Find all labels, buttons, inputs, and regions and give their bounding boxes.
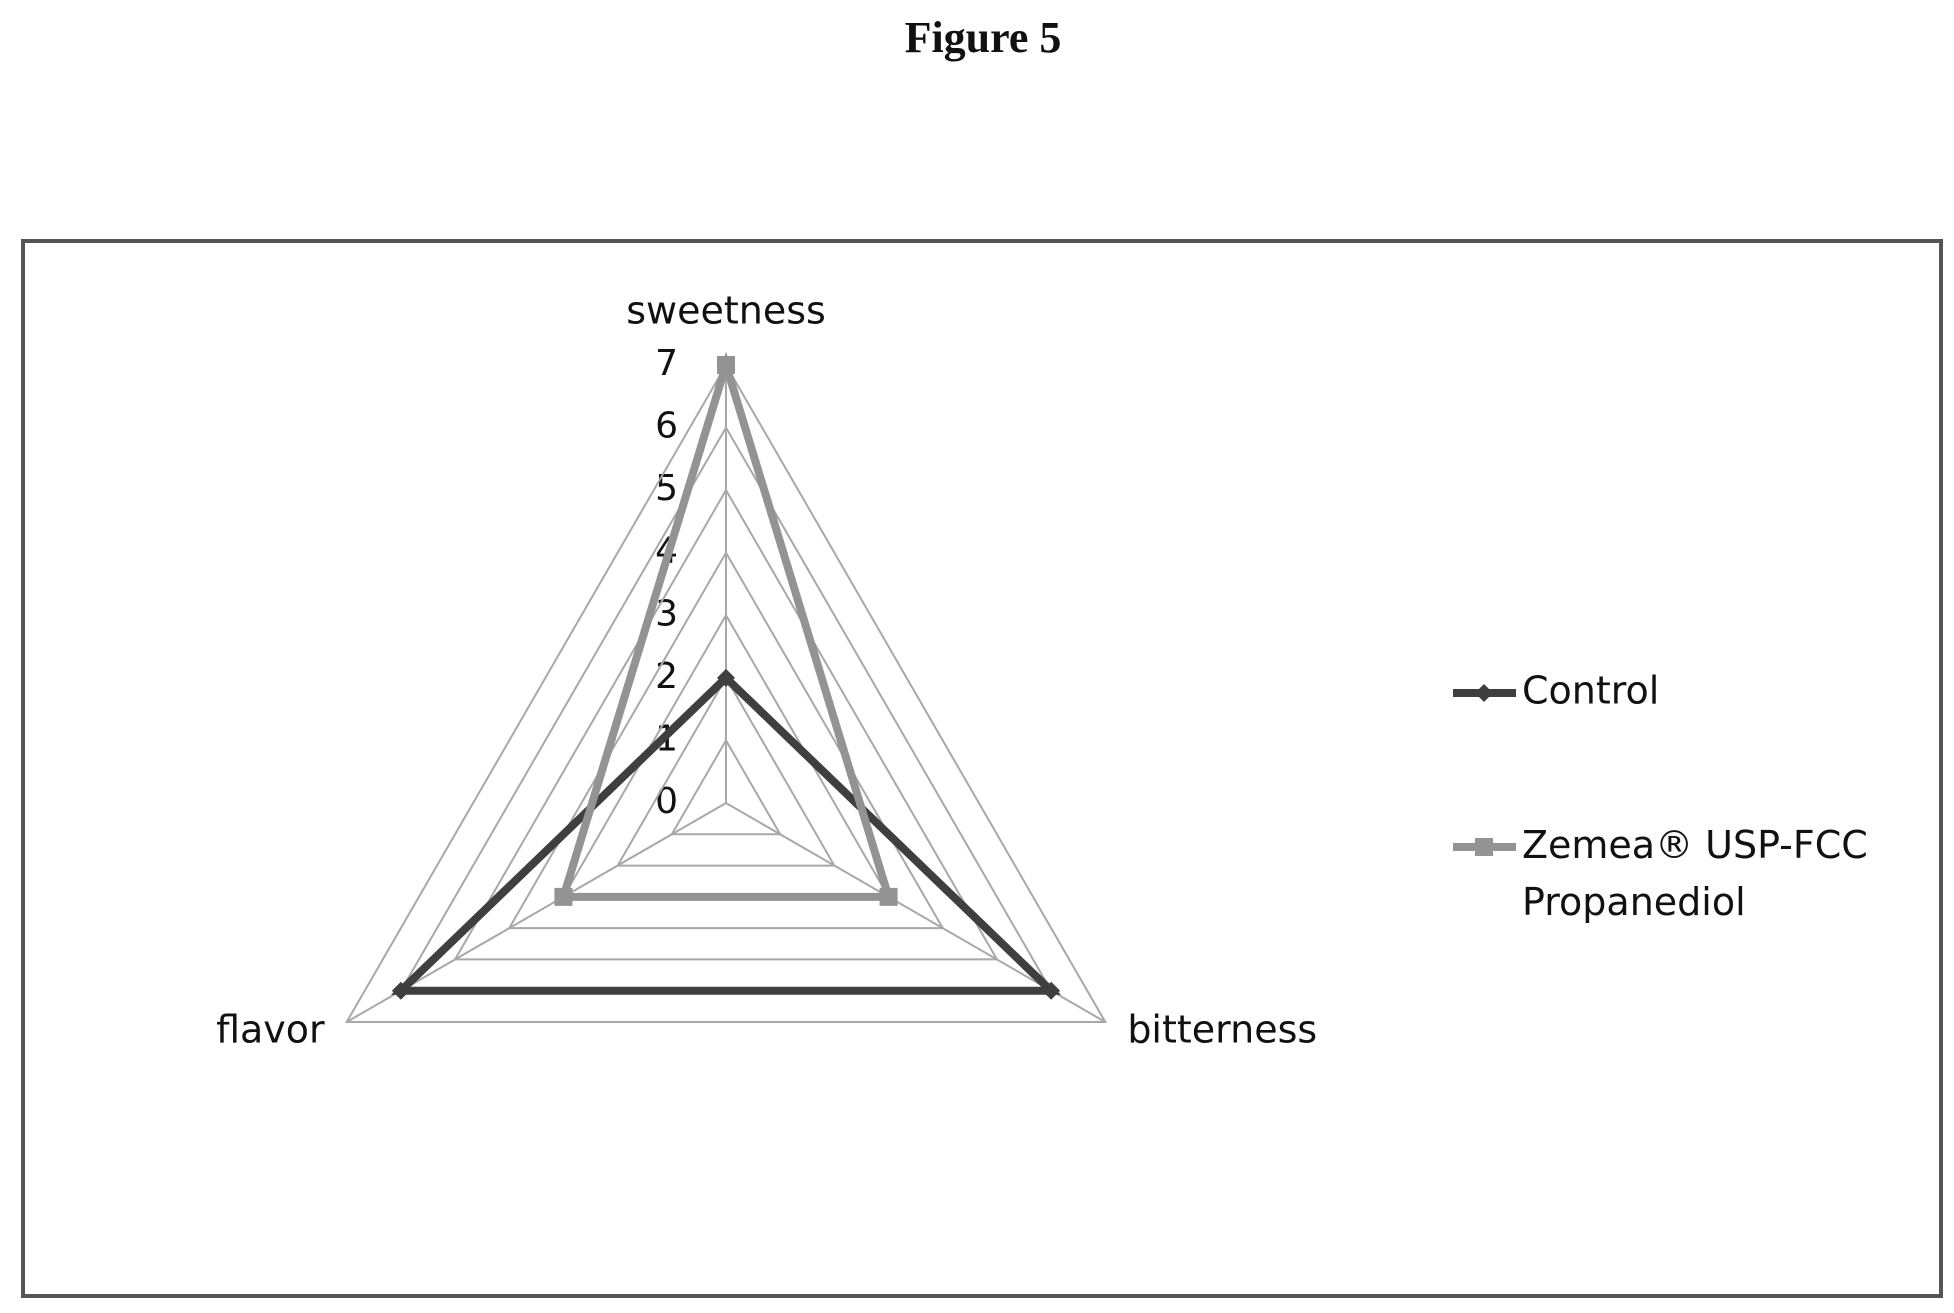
- figure: Figure 5 01234567sweetnessbitternessflav…: [0, 0, 1954, 1313]
- legend-marker: [1475, 838, 1493, 856]
- r-tick-label: 3: [655, 593, 678, 634]
- axis-label: flavor: [216, 1008, 325, 1052]
- r-tick-label: 5: [655, 468, 678, 509]
- r-tick-label: 6: [655, 406, 678, 447]
- figure-title: Figure 5: [905, 13, 1062, 62]
- chart-frame: [23, 241, 1941, 1296]
- r-tick-label: 2: [655, 656, 678, 697]
- marker: [880, 888, 898, 906]
- legend-label: Control: [1522, 669, 1659, 713]
- axis-label: bitterness: [1127, 1008, 1317, 1052]
- r-tick-label: 7: [655, 343, 678, 384]
- r-tick-label: 0: [655, 781, 678, 822]
- page: Figure 5 01234567sweetnessbitternessflav…: [0, 0, 1954, 1313]
- marker: [717, 356, 735, 374]
- marker: [554, 888, 572, 906]
- legend-marker: [1475, 684, 1493, 702]
- axis-label: sweetness: [626, 289, 826, 333]
- legend-label: Zemea® USP-FCCPropanediol: [1522, 823, 1868, 924]
